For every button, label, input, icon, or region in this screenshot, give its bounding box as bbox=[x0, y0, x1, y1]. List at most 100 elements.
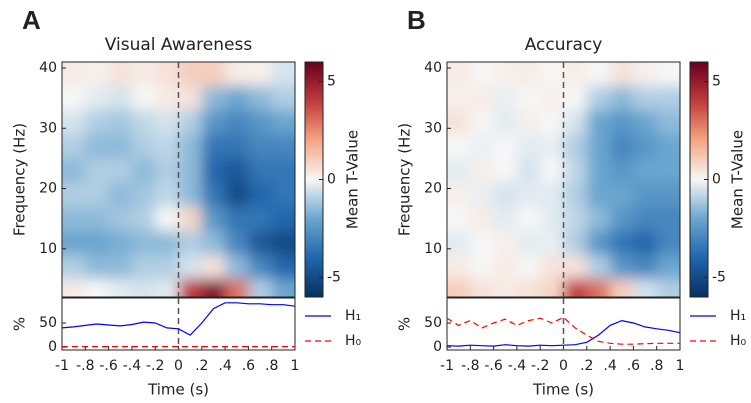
y-tick-label: 30 bbox=[424, 120, 442, 136]
heatmap-cell bbox=[610, 62, 634, 87]
heatmap-cell bbox=[493, 62, 518, 87]
heatmap-cell bbox=[563, 158, 588, 184]
heatmap-cell bbox=[62, 206, 86, 232]
heatmap-cell bbox=[633, 254, 658, 280]
heatmap-cell bbox=[447, 62, 471, 87]
x-tick-label: 0 bbox=[559, 358, 568, 374]
y-tick-label: 20 bbox=[424, 181, 442, 197]
heatmap-cell bbox=[493, 110, 518, 135]
heatmap-cell bbox=[108, 230, 133, 256]
heatmap-cell bbox=[248, 230, 273, 256]
heatmap-cell bbox=[178, 158, 203, 184]
heatmap-cell bbox=[225, 62, 249, 87]
heatmap-cell bbox=[108, 206, 133, 232]
heatmap-cell bbox=[62, 110, 86, 135]
x-tick-label: .4 bbox=[218, 358, 231, 374]
heatmap-cell bbox=[610, 254, 634, 280]
heatmap-cell bbox=[85, 254, 110, 280]
heatmap-cell bbox=[248, 110, 273, 135]
x-tick-label: 0 bbox=[174, 358, 183, 374]
heatmap-cell bbox=[633, 158, 658, 184]
heatmap-cell bbox=[62, 182, 86, 208]
panel-label: A bbox=[22, 5, 41, 35]
heatmap-cell bbox=[516, 206, 541, 232]
heatmap-cell bbox=[516, 110, 541, 135]
legend-label: H₀ bbox=[730, 333, 747, 349]
heatmap-cell bbox=[633, 62, 658, 87]
heatmap-cell bbox=[201, 206, 226, 232]
heatmap-cell bbox=[540, 182, 564, 208]
heatmap-cell bbox=[85, 158, 110, 184]
x-tick-label: -.2 bbox=[146, 358, 164, 374]
heatmap-cell bbox=[248, 158, 273, 184]
heatmap-cell bbox=[201, 134, 226, 159]
heatmap-cell bbox=[108, 86, 133, 111]
y-tick-label: 10 bbox=[424, 241, 442, 257]
heatmap-cell bbox=[248, 278, 273, 297]
heatmap-cell bbox=[85, 86, 110, 111]
heatmap-cell bbox=[470, 134, 495, 159]
heatmap-cell bbox=[178, 182, 203, 208]
heatmap-cell bbox=[201, 86, 226, 111]
heatmap-cell bbox=[271, 206, 295, 232]
heatmap-cell bbox=[131, 86, 156, 111]
colorbar-tick-label: 5 bbox=[712, 74, 721, 90]
heatmap-cell bbox=[248, 86, 273, 111]
heatmap-cell bbox=[62, 86, 86, 111]
y-tick-label: 50 bbox=[424, 315, 442, 331]
heatmap-cell bbox=[470, 230, 495, 256]
heatmap-cell bbox=[85, 134, 110, 159]
y-axis-label: % bbox=[11, 317, 29, 331]
heatmap-cell bbox=[516, 62, 541, 87]
heatmap-cell bbox=[248, 62, 273, 87]
heatmap-cell bbox=[540, 206, 564, 232]
heatmap-cell bbox=[493, 86, 518, 111]
heatmap-cell bbox=[493, 278, 518, 297]
heatmap-cell bbox=[271, 182, 295, 208]
heatmap-cell bbox=[62, 62, 86, 87]
colorbar-tick-label: 0 bbox=[327, 172, 336, 188]
heatmap-cells bbox=[62, 62, 295, 297]
chart-title: Visual Awareness bbox=[105, 35, 253, 55]
y-axis-label: Frequency (Hz) bbox=[396, 123, 414, 236]
heatmap-cell bbox=[271, 86, 295, 111]
x-tick-label: -1 bbox=[55, 358, 69, 374]
heatmap-cell bbox=[85, 182, 110, 208]
legend-label: H₀ bbox=[345, 333, 362, 349]
heatmap-cell bbox=[656, 206, 680, 232]
heatmap-cell bbox=[131, 206, 156, 232]
heatmap-cell bbox=[586, 182, 611, 208]
heatmap-cell bbox=[131, 278, 156, 297]
heatmap-cell bbox=[225, 206, 249, 232]
heatmap-cell bbox=[633, 230, 658, 256]
x-tick-label: .2 bbox=[195, 358, 208, 374]
heatmap-cell bbox=[225, 230, 249, 256]
heatmap-cell bbox=[155, 230, 179, 256]
heatmap-cell bbox=[225, 254, 249, 280]
y-tick-label: 30 bbox=[39, 120, 57, 136]
heatmap-cell bbox=[155, 134, 179, 159]
x-tick-label: .6 bbox=[242, 358, 255, 374]
heatmap-cell bbox=[131, 158, 156, 184]
heatmap-cell bbox=[656, 182, 680, 208]
heatmap-cell bbox=[131, 230, 156, 256]
heatmap-cell bbox=[656, 278, 680, 297]
heatmap-cell bbox=[108, 278, 133, 297]
heatmap-cell bbox=[610, 110, 634, 135]
heatmap-cell bbox=[516, 182, 541, 208]
heatmap-cell bbox=[610, 134, 634, 159]
heatmap-cell bbox=[610, 230, 634, 256]
heatmap-cell bbox=[225, 278, 249, 297]
heatmap-cell bbox=[178, 110, 203, 135]
heatmap-cell bbox=[108, 62, 133, 87]
heatmap-cell bbox=[493, 230, 518, 256]
y-tick-label: 20 bbox=[39, 181, 57, 197]
heatmap-cell bbox=[540, 254, 564, 280]
heatmap-cell bbox=[271, 230, 295, 256]
heatmap-cell bbox=[271, 62, 295, 87]
heatmap-cell bbox=[493, 134, 518, 159]
heatmap-cell bbox=[563, 62, 588, 87]
heatmap-cell bbox=[586, 278, 611, 297]
